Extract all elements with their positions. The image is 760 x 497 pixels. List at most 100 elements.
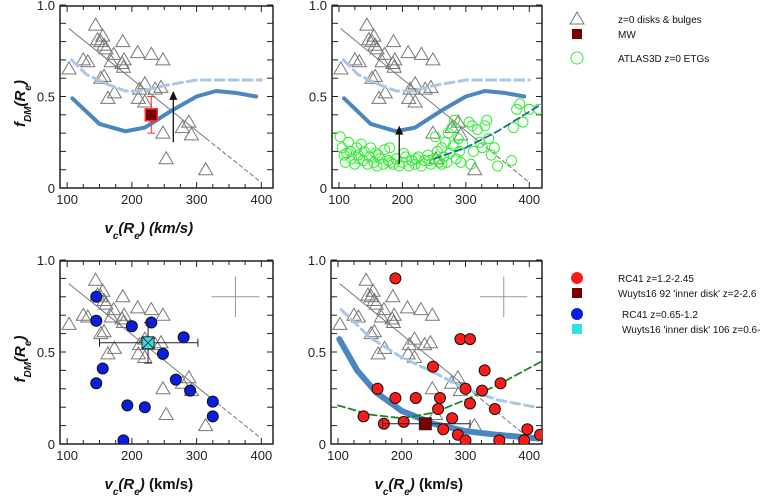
x-tick-label: 300 bbox=[186, 448, 208, 463]
triangle-point bbox=[367, 68, 384, 82]
trend-line-extrapolated bbox=[205, 393, 262, 439]
dark-red-square-icon bbox=[572, 29, 582, 39]
triangle-point bbox=[369, 40, 385, 55]
plot-area bbox=[333, 17, 542, 184]
rc41-high-z-point bbox=[426, 360, 439, 373]
y-tick-label: 1.0 bbox=[37, 253, 55, 268]
triangle-point bbox=[155, 51, 171, 66]
label-part: e bbox=[134, 487, 140, 497]
atlas-point bbox=[506, 155, 518, 167]
triangle-point bbox=[197, 417, 214, 432]
rc41-low-z-point bbox=[125, 320, 138, 333]
rc41-high-z-point bbox=[476, 384, 489, 397]
atlas-point bbox=[507, 122, 519, 134]
trend-line bbox=[68, 283, 207, 395]
triangle-point bbox=[364, 33, 380, 48]
triangle-point bbox=[371, 90, 387, 104]
atlas-point bbox=[492, 160, 504, 172]
atlas-point bbox=[446, 122, 458, 134]
y-axis-label: fDM(Re) bbox=[12, 80, 34, 127]
rc41-high-z-point bbox=[463, 397, 476, 410]
rc41-high-z-point bbox=[534, 428, 542, 441]
cyan-square-icon bbox=[572, 324, 582, 334]
triangle-point bbox=[422, 334, 439, 349]
triangle-point bbox=[96, 323, 112, 338]
atlas-point bbox=[334, 131, 346, 143]
legend-label: MW bbox=[618, 30, 636, 41]
triangle-point bbox=[75, 307, 92, 321]
triangle-point bbox=[424, 380, 441, 395]
rc41-low-z-point bbox=[90, 314, 103, 327]
x-tick-label: 400 bbox=[518, 192, 540, 207]
arrow-head bbox=[169, 90, 178, 100]
label-part: (km/s) bbox=[145, 476, 193, 493]
rc41-high-z-point bbox=[389, 272, 402, 285]
triangle-point bbox=[114, 33, 131, 48]
red-circle-icon bbox=[571, 272, 583, 284]
triangle-point bbox=[130, 90, 147, 104]
rc41-low-z-point bbox=[206, 395, 219, 408]
rc41-low-z-point bbox=[117, 434, 130, 444]
x-tick-label: 400 bbox=[518, 448, 540, 463]
triangle-point bbox=[143, 301, 160, 316]
triangle-point bbox=[155, 125, 171, 139]
rc41-low-z-point bbox=[138, 401, 151, 414]
rc41-high-z-point bbox=[518, 434, 531, 444]
triangle-point bbox=[424, 307, 441, 321]
x-tick-label: 200 bbox=[121, 192, 143, 207]
x-tick-label: 200 bbox=[121, 448, 143, 463]
triangle-point bbox=[153, 334, 169, 349]
atlas-point bbox=[485, 149, 497, 161]
rc41-high-z-point bbox=[493, 434, 506, 444]
triangle-point bbox=[114, 288, 131, 303]
triangle-point bbox=[106, 340, 123, 354]
triangle-point bbox=[373, 309, 390, 323]
label-part: e bbox=[404, 487, 410, 497]
y-tick-label: 1.0 bbox=[309, 0, 327, 13]
x-axis-label: vc(Re) (km/s) bbox=[375, 476, 464, 497]
rc41-high-z-point bbox=[459, 434, 472, 444]
triangle-point bbox=[332, 316, 348, 330]
y-tick-label: 0.5 bbox=[308, 345, 326, 360]
legend-label: ATLAS3D z=0 ETGs bbox=[618, 54, 709, 65]
triangle-point bbox=[136, 75, 153, 90]
legend-top: z=0 disks & bulges MW ATLAS3D z=0 ETGs bbox=[569, 11, 709, 65]
triangle-point bbox=[425, 51, 441, 66]
model-dashed-curve bbox=[70, 58, 263, 93]
triangle-point bbox=[96, 68, 112, 82]
triangle-point bbox=[183, 126, 200, 141]
triangle-point bbox=[75, 51, 92, 66]
atlas-point bbox=[429, 131, 441, 143]
x-tick-label: 100 bbox=[328, 192, 350, 207]
mw-point bbox=[144, 108, 159, 122]
atlas-point bbox=[341, 147, 353, 159]
legend-label: z=0 disks & bulges bbox=[618, 15, 702, 26]
atlas-point bbox=[514, 98, 526, 110]
rc41-high-z-point bbox=[521, 423, 534, 436]
x-tick-label: 300 bbox=[455, 448, 477, 463]
triangle-point bbox=[92, 70, 109, 84]
triangle-point bbox=[400, 90, 417, 104]
y-tick-label: 0 bbox=[320, 181, 327, 196]
triangle-point bbox=[374, 53, 390, 68]
rc41-low-z-point bbox=[90, 290, 103, 303]
rc41-high-z-point bbox=[446, 412, 459, 425]
rc41-high-z-point bbox=[371, 382, 384, 395]
label-part: (R bbox=[118, 220, 134, 237]
atlas-point bbox=[338, 149, 350, 161]
triangle-point bbox=[92, 33, 109, 48]
atlas-point bbox=[423, 155, 435, 167]
triangle-icon bbox=[569, 11, 585, 25]
triangle-point bbox=[106, 84, 123, 99]
atlas-point bbox=[511, 103, 523, 115]
label-part: (R bbox=[12, 90, 29, 106]
rc41-high-z-point bbox=[434, 392, 447, 404]
triangle-point bbox=[158, 150, 175, 165]
label-part: (R bbox=[12, 346, 29, 362]
triangle-point bbox=[333, 61, 349, 75]
triangle-point bbox=[413, 301, 429, 316]
wuyts106-x-mark bbox=[141, 336, 155, 350]
triangle-point bbox=[61, 61, 77, 75]
triangle-point bbox=[350, 309, 367, 323]
